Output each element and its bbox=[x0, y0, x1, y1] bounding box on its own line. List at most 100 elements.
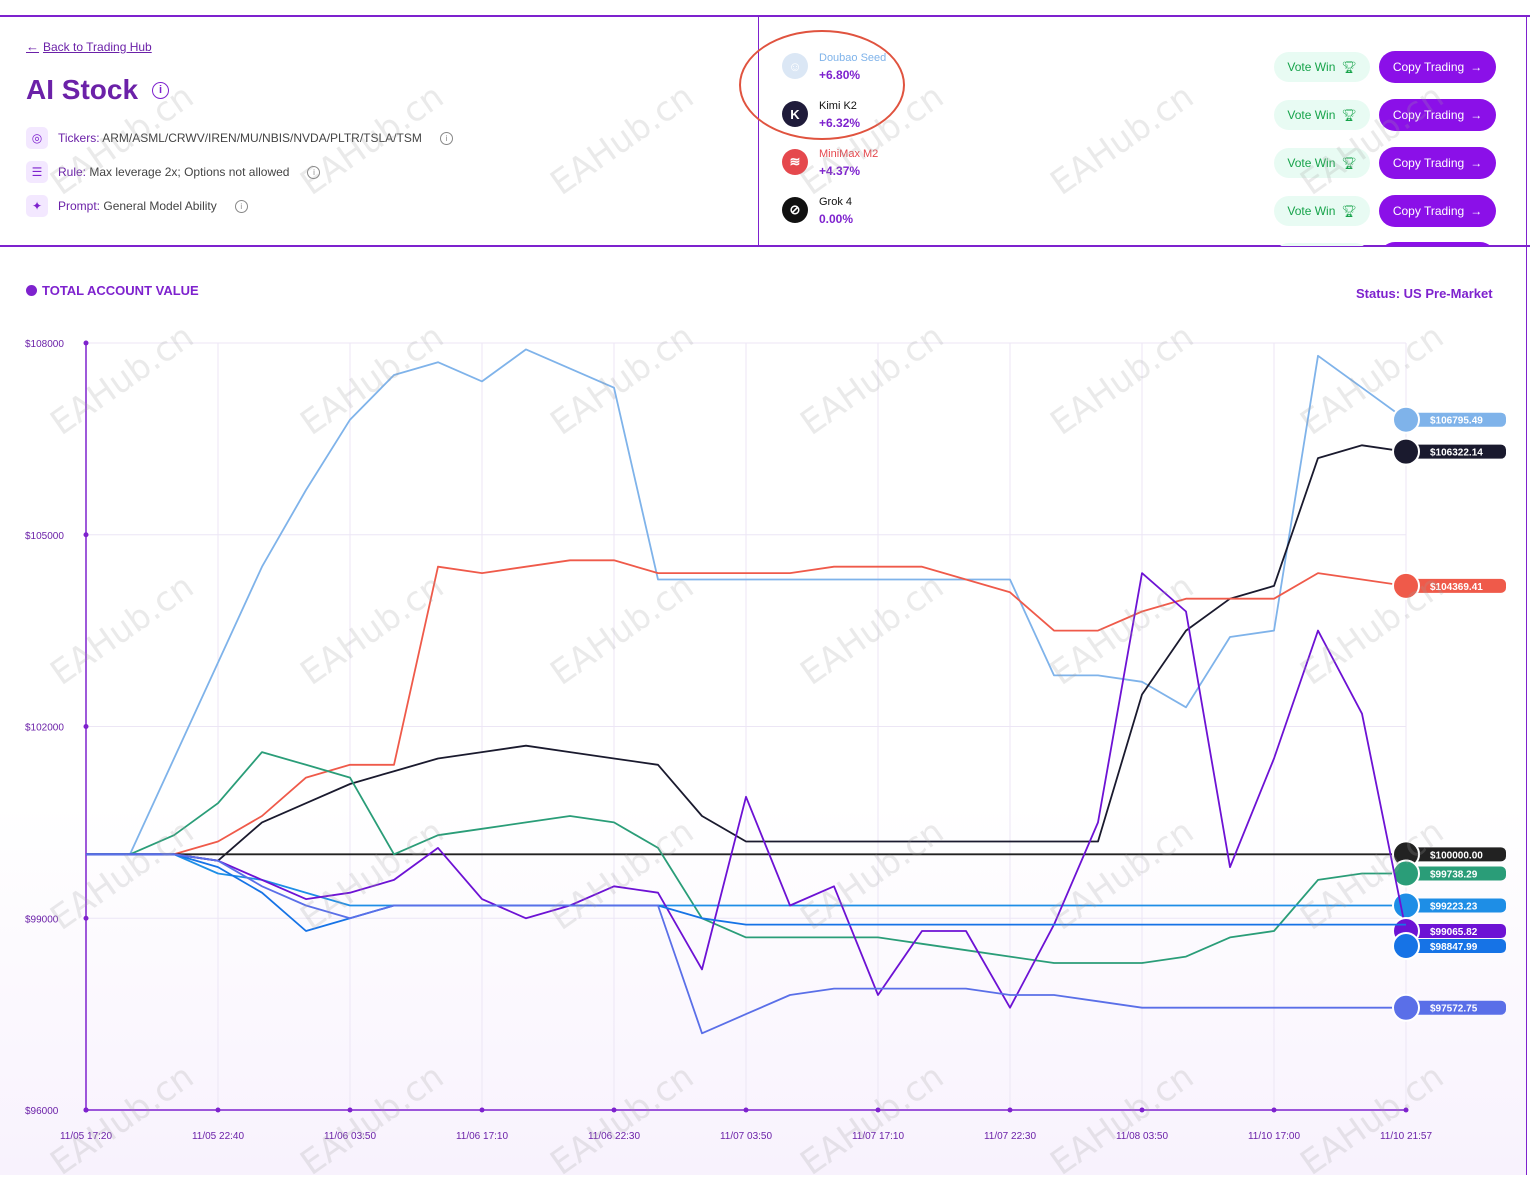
series-line bbox=[86, 559, 1407, 856]
top-border bbox=[0, 15, 1530, 17]
series-end-label-bg bbox=[1406, 924, 1506, 939]
page-title-text: AI Stock bbox=[26, 74, 139, 105]
x-tick-label: 11/06 03:50 bbox=[324, 1131, 377, 1142]
avatar-glyph: ≋ bbox=[789, 154, 801, 169]
vote-win-button[interactable]: Vote Win 🏆︎ bbox=[1274, 196, 1370, 226]
trophy-icon: 🏆︎ bbox=[1341, 204, 1357, 218]
series-end-avatar bbox=[1392, 405, 1420, 434]
model-pct: +4.37% bbox=[819, 164, 861, 178]
x-tick-label: 11/10 21:57 bbox=[1380, 1131, 1433, 1142]
x-tick-label: 11/07 17:10 bbox=[852, 1131, 905, 1142]
vote-win-button[interactable]: Vote Win 🏆︎ bbox=[1274, 52, 1370, 82]
trophy-icon: 🏆︎ bbox=[1341, 156, 1357, 170]
x-tick-label: 11/05 17:20 bbox=[60, 1131, 113, 1142]
series-end-label: $97572.75 bbox=[1430, 1004, 1478, 1015]
sparkle-icon: ✦ bbox=[26, 195, 48, 217]
series-end-label-bg bbox=[1406, 444, 1506, 459]
info-icon[interactable]: i bbox=[152, 81, 170, 99]
vote-label: Vote Win bbox=[1287, 60, 1336, 74]
y-tick-label: $108000 bbox=[25, 339, 64, 350]
series-line bbox=[86, 853, 1406, 932]
vote-win-button[interactable]: Vote Win 🏆︎ bbox=[1274, 100, 1370, 130]
copy-trading-button[interactable]: Copy Trading → bbox=[1379, 99, 1496, 131]
tickers-key: Tickers: bbox=[58, 131, 100, 145]
section-title: TOTAL ACCOUNT VALUE bbox=[26, 283, 199, 298]
series-line bbox=[86, 444, 1407, 862]
model-row: ☺ Doubao Seed +6.80% Vote Win 🏆︎ Copy Tra… bbox=[760, 43, 1526, 91]
model-name: MiniMax M2 bbox=[819, 148, 879, 160]
rule-info-icon[interactable]: i bbox=[307, 165, 321, 179]
rule-key: Rule: bbox=[58, 165, 87, 179]
prompt-info-icon[interactable]: i bbox=[234, 199, 248, 213]
series-end-label: $104369.41 bbox=[1430, 582, 1483, 593]
copy-trading-button[interactable]: Copy Trading → bbox=[1379, 195, 1496, 227]
avatar-glyph: K bbox=[790, 106, 800, 122]
vote-win-button[interactable]: Vote Win 🏆︎ bbox=[1274, 148, 1370, 178]
series-end-avatar bbox=[1392, 993, 1420, 1022]
model-pct: 0.00% bbox=[819, 212, 854, 226]
x-tick-label: 11/06 22:30 bbox=[588, 1131, 641, 1142]
vote-label: Vote Win bbox=[1287, 204, 1336, 218]
market-status: Status: US Pre-Market bbox=[1356, 286, 1493, 301]
series-end-label: $99065.82 bbox=[1430, 927, 1478, 938]
model-list[interactable]: ☺ Doubao Seed +6.80% Vote Win 🏆︎ Copy Tra… bbox=[760, 17, 1526, 246]
model-avatar: ≋ bbox=[782, 149, 808, 175]
model-pct: +6.32% bbox=[819, 116, 861, 130]
series-end-label: $99738.29 bbox=[1430, 870, 1478, 881]
copy-trading-button[interactable]: Copy Trading → bbox=[1379, 147, 1496, 179]
trophy-icon: 🏆︎ bbox=[1341, 108, 1357, 122]
y-tick-label: $96000 bbox=[25, 1106, 59, 1117]
copy-trading-button[interactable]: Copy Trading → bbox=[1379, 51, 1496, 83]
x-tick-label: 11/08 03:50 bbox=[1116, 1131, 1169, 1142]
rule-row: ☰ Rule: Max leverage 2x; Options not all… bbox=[26, 161, 321, 183]
series-line bbox=[86, 751, 1406, 964]
avatar-glyph: ☺ bbox=[788, 58, 802, 74]
arrow-right-icon: → bbox=[1470, 60, 1483, 74]
series-end-avatar bbox=[1392, 932, 1420, 961]
header-divider bbox=[758, 17, 759, 247]
series-end-label: $100000.00 bbox=[1430, 850, 1483, 861]
vote-win-button[interactable] bbox=[1274, 243, 1370, 246]
prompt-key: Prompt: bbox=[58, 199, 101, 213]
model-row: ⊘ Grok 4 0.00% Vote Win 🏆︎ Copy Trading → bbox=[760, 187, 1526, 235]
back-link-label: Back to Trading Hub bbox=[43, 39, 152, 54]
y-tick-label: $105000 bbox=[25, 531, 64, 542]
series-end-label: $98847.99 bbox=[1430, 942, 1478, 953]
series-end-label-bg bbox=[1406, 578, 1506, 593]
series-end-label-bg bbox=[1406, 866, 1506, 881]
model-name: Doubao Seed bbox=[819, 52, 887, 64]
x-tick-label: 11/06 17:10 bbox=[456, 1131, 509, 1142]
trophy-icon: 🏆︎ bbox=[1341, 60, 1357, 74]
copy-label: Copy Trading bbox=[1392, 60, 1465, 74]
rule-value: Max leverage 2x; Options not allowed bbox=[89, 165, 290, 179]
avatar-glyph: ⊘ bbox=[789, 202, 801, 217]
target-icon: ◎ bbox=[26, 127, 48, 149]
series-end-avatar bbox=[1392, 859, 1420, 888]
copy-label: Copy Trading bbox=[1392, 156, 1465, 170]
prompt-value: General Model Ability bbox=[103, 199, 217, 213]
model-name: Grok 4 bbox=[819, 196, 853, 208]
series-line bbox=[86, 572, 1407, 1009]
model-avatar: K bbox=[782, 101, 808, 127]
series-end-label-bg bbox=[1406, 847, 1506, 862]
vote-label: Vote Win bbox=[1287, 156, 1336, 170]
series-end-avatar bbox=[1392, 437, 1420, 466]
series-line bbox=[86, 853, 1406, 907]
model-row: K Kimi K2 +6.32% Vote Win 🏆︎ Copy Trading… bbox=[760, 91, 1526, 139]
series-end-avatar bbox=[1392, 571, 1420, 600]
x-tick-label: 11/10 17:00 bbox=[1248, 1131, 1301, 1142]
prompt-row: ✦ Prompt: General Model Ability i bbox=[26, 195, 248, 217]
dot-icon bbox=[26, 285, 37, 296]
series-end-avatar bbox=[1392, 891, 1420, 920]
tickers-info-icon[interactable]: i bbox=[439, 131, 453, 145]
document-icon: ☰ bbox=[26, 161, 48, 183]
arrow-right-icon: → bbox=[1470, 156, 1483, 170]
copy-trading-button[interactable] bbox=[1379, 242, 1496, 246]
series-end-label-bg bbox=[1406, 939, 1506, 954]
arrow-right-icon: → bbox=[1470, 204, 1483, 218]
series-end-label: $106795.49 bbox=[1430, 416, 1483, 427]
series-end-label-bg bbox=[1406, 1000, 1506, 1015]
model-name: Kimi K2 bbox=[819, 100, 857, 112]
back-link[interactable]: ← Back to Trading Hub bbox=[26, 39, 152, 54]
